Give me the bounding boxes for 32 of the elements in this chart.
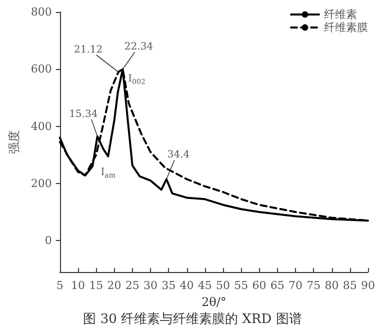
legend-label: 纤维素膜 [324, 21, 368, 34]
x-tick-label: 90 [361, 279, 375, 292]
x-tick-label: 30 [144, 279, 158, 292]
y-tick-label: 600 [30, 62, 52, 76]
x-tick-label: 10 [71, 279, 86, 292]
x-tick-label: 25 [125, 279, 140, 292]
x-tick-label: 55 [234, 279, 248, 292]
y-tick-label: 0 [44, 234, 52, 248]
x-tick-label: 75 [306, 279, 321, 292]
x-tick-label: 50 [216, 279, 230, 292]
annotation: 15.34 [69, 108, 98, 120]
y-tick-label: 200 [30, 176, 52, 190]
x-tick-label: 70 [288, 279, 303, 292]
x-tick-label: 35 [162, 279, 176, 292]
text: 图 30 纤维素与纤维素膜的 XRD 图谱 [83, 312, 302, 327]
annotation: 22.34 [124, 42, 154, 53]
x-tick-label: 60 [252, 279, 266, 292]
annotation: 21.12 [74, 44, 103, 56]
x-tick-label: 40 [180, 279, 194, 292]
x-tick-label: 5 [56, 279, 64, 292]
x-tick-label: 80 [324, 279, 339, 292]
x-tick-label: 85 [342, 279, 357, 292]
x-tick-label: 45 [198, 279, 212, 292]
legend-label: 纤维素 [324, 8, 357, 21]
x-tick-label: 20 [107, 279, 122, 292]
x-tick-label: 65 [270, 279, 284, 292]
annotation: 34.4 [167, 150, 190, 161]
x-axis-title: 2θ/° [201, 294, 226, 309]
y-axis-title: 强度 [7, 130, 21, 154]
x-tick-label: 15 [89, 279, 104, 292]
y-tick-label: 800 [30, 6, 52, 18]
y-tick-label: 400 [30, 120, 52, 133]
